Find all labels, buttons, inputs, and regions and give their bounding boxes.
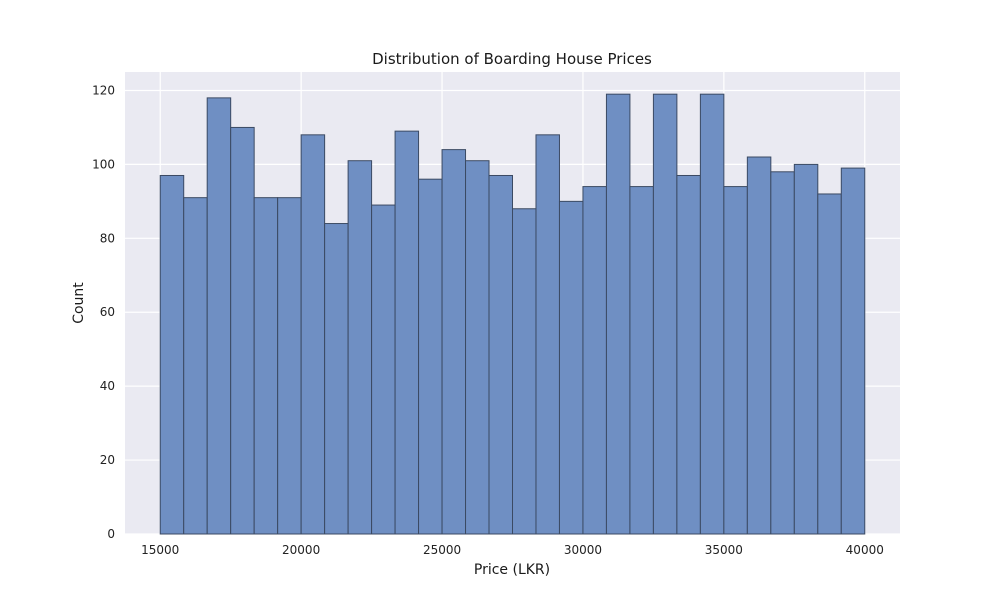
- x-tick-label: 25000: [423, 543, 461, 557]
- histogram-bar: [183, 197, 208, 535]
- histogram-bar: [699, 93, 725, 535]
- x-tick-label: 40000: [846, 543, 884, 557]
- histogram-bar: [371, 204, 396, 535]
- histogram-bar: [582, 186, 607, 535]
- y-tick-label: 120: [92, 83, 115, 97]
- y-axis-ticks: 0 20 40 60 80 100 120: [92, 83, 115, 541]
- histogram-bar: [817, 193, 842, 535]
- histogram-bar: [676, 174, 701, 535]
- y-tick-label: 40: [100, 379, 115, 393]
- y-tick-label: 60: [100, 305, 115, 319]
- y-tick-label: 80: [100, 231, 115, 245]
- histogram-bar: [206, 97, 232, 535]
- y-tick-label: 20: [100, 453, 115, 467]
- histogram-bar: [840, 167, 866, 535]
- x-tick-label: 30000: [564, 543, 602, 557]
- histogram-bar: [746, 156, 772, 535]
- histogram-bar: [512, 208, 537, 535]
- histogram-bar: [347, 160, 373, 535]
- histogram-bar: [394, 130, 420, 535]
- histogram-bar: [159, 174, 185, 535]
- histogram-bar: [629, 186, 654, 535]
- histogram-bar: [558, 200, 584, 535]
- y-axis-label: Count: [71, 282, 87, 324]
- x-tick-label: 20000: [282, 543, 320, 557]
- histogram-bar: [793, 163, 819, 535]
- histogram-bar: [300, 134, 326, 535]
- histogram-bar: [605, 93, 631, 535]
- histogram-bars: [159, 93, 866, 535]
- histogram-bar: [652, 93, 678, 535]
- histogram-bar: [253, 197, 279, 535]
- x-tick-label: 35000: [705, 543, 743, 557]
- histogram-bar: [418, 178, 443, 535]
- histogram-bar: [465, 160, 490, 535]
- histogram-bar: [324, 223, 349, 535]
- histogram-bar: [441, 149, 467, 535]
- histogram-bar: [723, 186, 748, 535]
- x-tick-label: 15000: [141, 543, 179, 557]
- x-axis-ticks: 15000 20000 25000 30000 35000 40000: [141, 543, 884, 557]
- histogram-bar: [277, 197, 302, 535]
- histogram-bar: [230, 126, 255, 535]
- x-axis-label: Price (LKR): [474, 562, 550, 578]
- y-tick-label: 100: [92, 157, 115, 171]
- histogram-bar: [770, 171, 795, 535]
- histogram-bar: [535, 134, 560, 535]
- y-tick-label: 0: [107, 527, 115, 541]
- histogram-bar: [488, 174, 513, 535]
- chart-title: Distribution of Boarding House Prices: [372, 50, 652, 68]
